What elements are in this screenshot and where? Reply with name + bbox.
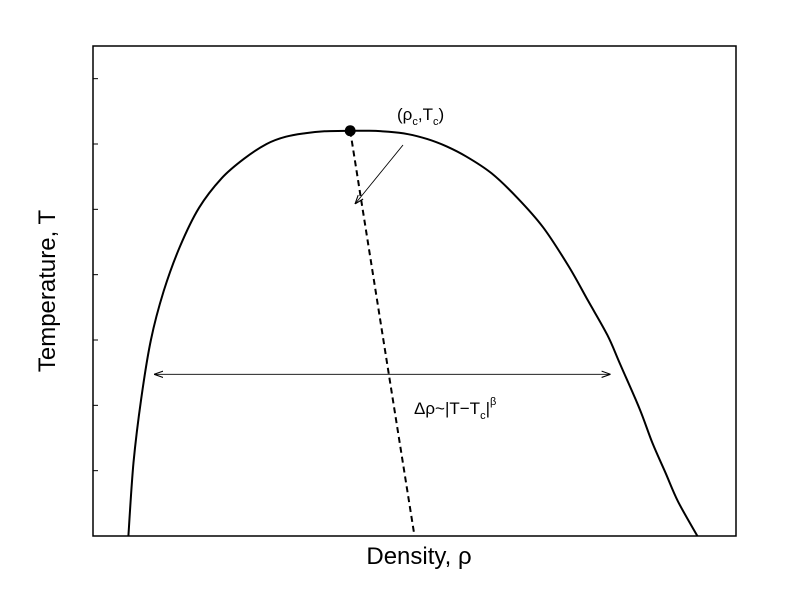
- scaling-label-part-2: |: [486, 399, 490, 418]
- critical-label-sub-1: c: [412, 116, 418, 128]
- scaling-label-sup: β: [490, 396, 496, 408]
- scaling-label-sub: c: [480, 410, 486, 422]
- coexistence-curve: [127, 129, 699, 537]
- critical-label-part-2: ,T: [418, 105, 433, 124]
- critical-label-part-3: ): [438, 105, 444, 124]
- critical-label-sub-2: c: [433, 116, 439, 128]
- rectilinear-diameter-line: [349, 130, 416, 537]
- density-difference-label: Δρ~|T−Tc|β: [414, 396, 496, 422]
- y-axis-label: Temperature, T: [34, 210, 61, 373]
- x-axis-label: Density, ρ: [366, 543, 471, 570]
- scaling-label-part-1: Δρ~|T−T: [414, 399, 480, 418]
- critical-label-part-1: (ρ: [397, 105, 412, 124]
- critical-point-marker: [344, 125, 356, 137]
- y-axis-ticks: [93, 78, 98, 472]
- critical-point-label: (ρc,Tc): [397, 105, 444, 128]
- critical-point-pointer-arrow: [355, 144, 404, 204]
